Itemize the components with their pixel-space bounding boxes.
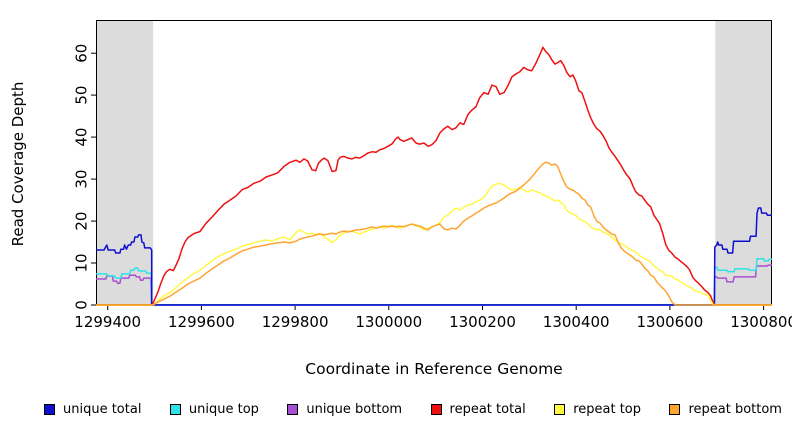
x-tick-label: 1299400: [74, 313, 141, 331]
shaded-region: [96, 20, 154, 305]
legend-label: unique bottom: [306, 401, 403, 417]
x-tick-label: 1300400: [543, 313, 610, 331]
plot-box: [96, 20, 772, 305]
y-tick-label: 20: [73, 212, 91, 231]
series-repeat-bottom: [96, 161, 772, 306]
series-unique-total: [96, 207, 772, 306]
legend-item-unique-bottom: unique bottom: [287, 402, 402, 417]
legend-swatch: [430, 403, 442, 415]
y-tick-label: 30: [73, 170, 91, 189]
legend-label: unique top: [188, 401, 259, 417]
legend-item-repeat-top: repeat top: [554, 402, 641, 417]
legend-label: repeat top: [573, 401, 641, 417]
legend-label: unique total: [63, 401, 142, 417]
shaded-region: [715, 20, 772, 305]
legend-item-repeat-total: repeat total: [430, 401, 526, 417]
legend-item-repeat-bottom: repeat bottom: [669, 402, 782, 417]
x-axis-title: Coordinate in Reference Genome: [305, 360, 563, 378]
legend-label: repeat bottom: [688, 401, 782, 417]
legend-item-unique-total: unique total: [44, 402, 141, 417]
series-repeat-total: [96, 46, 772, 306]
legend-swatch: [554, 403, 566, 415]
series-repeat-top: [96, 182, 772, 306]
series-unique-bottom: [96, 264, 772, 306]
legend-swatch: [669, 403, 681, 415]
y-tick-label: 40: [73, 128, 91, 147]
legend-swatch: [287, 403, 299, 415]
x-tick-label: 1300800: [730, 313, 792, 331]
legend-swatch: [169, 403, 181, 415]
y-tick-label: 50: [73, 86, 91, 105]
x-tick-label: 1299600: [168, 313, 235, 331]
x-tick-label: 1299800: [262, 313, 329, 331]
x-tick-label: 1300600: [636, 313, 703, 331]
y-tick-label: 0: [73, 300, 91, 310]
y-axis-title: Read Coverage Depth: [9, 81, 27, 247]
legend-item-unique-top: unique top: [169, 401, 259, 417]
y-tick-label: 10: [73, 253, 91, 272]
legend-label: repeat total: [449, 401, 526, 417]
x-tick-label: 1300200: [449, 313, 516, 331]
y-tick-label: 60: [73, 44, 91, 63]
legend: unique total unique top unique bottom repea…: [44, 396, 782, 422]
x-tick-label: 1300000: [355, 313, 422, 331]
legend-swatch: [44, 403, 55, 415]
